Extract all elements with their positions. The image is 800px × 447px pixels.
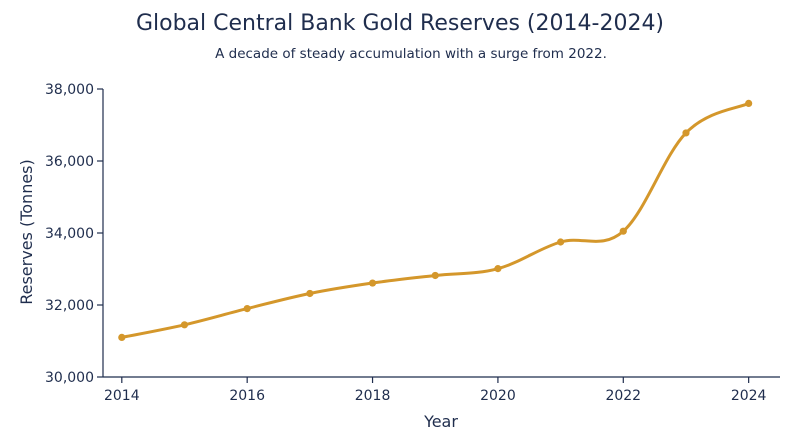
axes [102,89,780,378]
y-tick-label: 32,000 [45,298,94,314]
x-tick-label: 2024 [731,388,767,404]
chart-subtitle: A decade of steady accumulation with a s… [215,46,607,62]
y-axis-title: Reserves (Tonnes) [17,159,36,305]
x-tick-label: 2020 [480,388,516,404]
x-tick-label: 2016 [229,388,265,404]
data-point [619,227,627,235]
x-tick-label: 2022 [605,388,641,404]
y-tick-label: 34,000 [45,226,94,242]
x-axis-title: Year [423,412,458,431]
y-tick-label: 30,000 [45,370,94,386]
x-tick-label: 2014 [104,388,140,404]
data-point [682,129,690,137]
series-line [120,101,751,339]
series-group [118,99,753,341]
data-point [494,265,502,273]
ticks: 30,000 32,000 34,000 36,000 38,000 2014 2016 20… [45,82,767,404]
y-tick-label: 36,000 [45,154,94,170]
data-point [431,271,439,280]
x-tick-label: 2018 [355,388,391,404]
data-point [368,279,377,287]
data-point [306,289,314,298]
chart-title: Global Central Bank Gold Reserves (2014-… [136,11,664,36]
data-point [557,238,565,246]
data-point [180,321,189,329]
data-point [243,305,251,313]
data-point [745,99,753,107]
y-tick-label: 38,000 [45,82,94,98]
data-point [118,333,126,341]
